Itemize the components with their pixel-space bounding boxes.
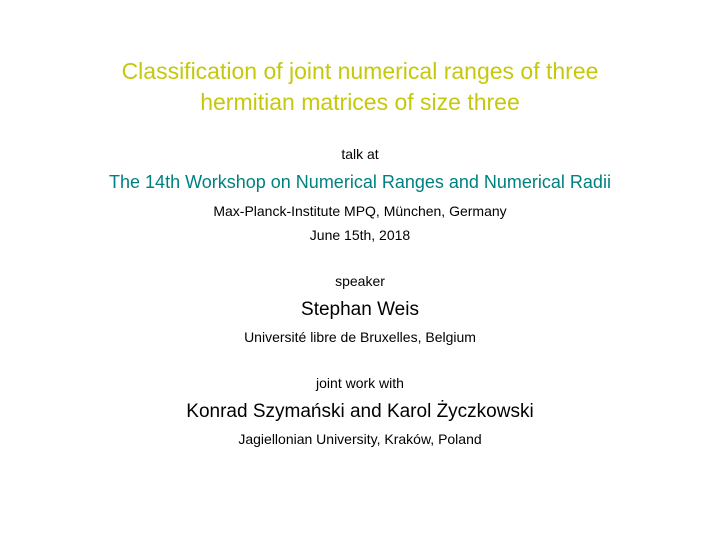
date: June 15th, 2018: [310, 227, 410, 243]
slide-title: Classification of joint numerical ranges…: [122, 56, 599, 118]
title-line-2: hermitian matrices of size three: [200, 89, 520, 115]
coauthor-affiliation: Jagiellonian University, Kraków, Poland: [238, 431, 481, 447]
workshop-name: The 14th Workshop on Numerical Ranges an…: [109, 172, 611, 193]
speaker-name: Stephan Weis: [301, 299, 419, 321]
joint-work-label: joint work with: [316, 375, 404, 391]
title-line-1: Classification of joint numerical ranges…: [122, 58, 599, 84]
speaker-affiliation: Université libre de Bruxelles, Belgium: [244, 329, 476, 345]
speaker-label: speaker: [335, 273, 385, 289]
coauthors: Konrad Szymański and Karol Życzkowski: [186, 401, 533, 423]
talk-at-label: talk at: [341, 146, 378, 162]
venue: Max-Planck-Institute MPQ, München, Germa…: [213, 203, 506, 219]
